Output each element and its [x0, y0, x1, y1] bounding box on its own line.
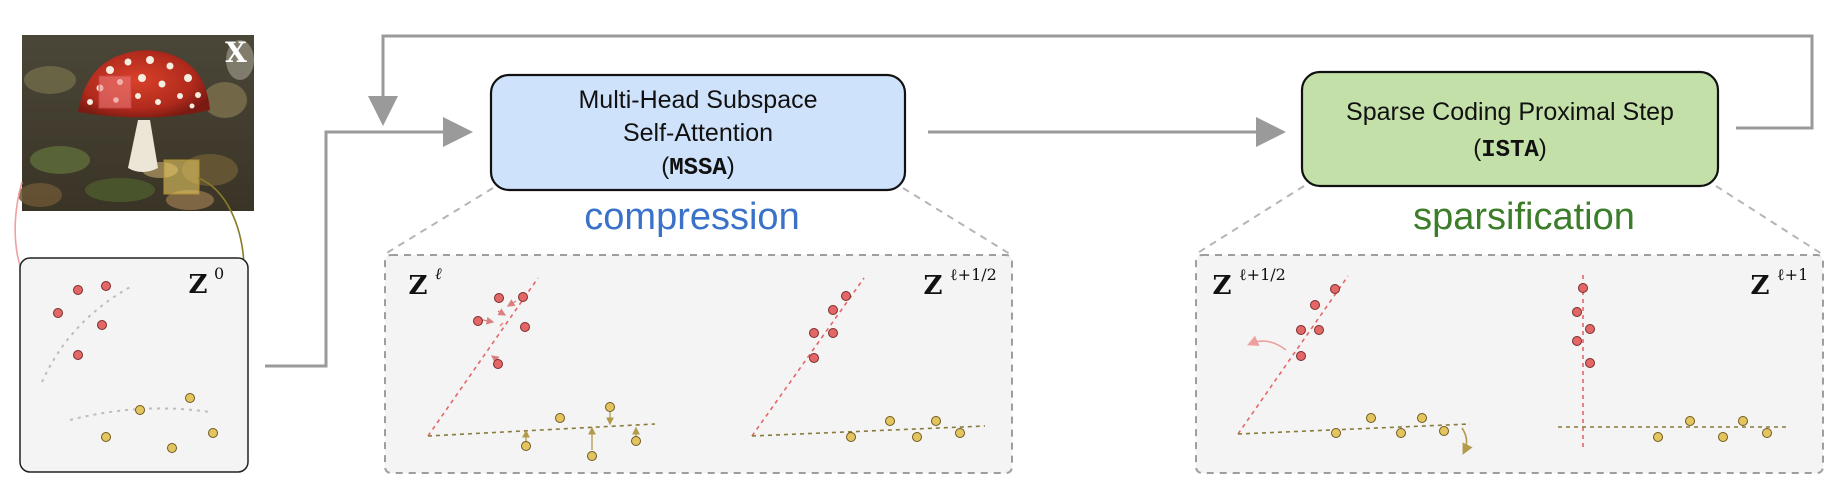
mssa-title-line2: Self-Attention: [623, 119, 773, 147]
ista-right-points: [1572, 283, 1772, 442]
yellow-patch: [163, 159, 200, 195]
ista-left-points: [1296, 284, 1449, 438]
z0-points: [53, 281, 218, 453]
mssa-right-sup: ℓ+1/2: [950, 265, 997, 284]
z0-panel: Z 0: [19, 257, 249, 473]
ista-right-label: Z: [1751, 271, 1770, 301]
ista-detail-panel: Z ℓ+1/2 Z ℓ+1: [1195, 254, 1824, 474]
ista-abbrev: (ISTA): [1473, 135, 1547, 164]
ista-left-sup: ℓ+1/2: [1239, 265, 1286, 284]
sparsification-caption: sparsification: [1413, 196, 1635, 238]
mssa-left-points: [473, 292, 641, 461]
mssa-abbrev: (MSSA): [661, 153, 735, 182]
mssa-right-label: Z: [924, 271, 943, 301]
mssa-detail-panel: Z ℓ Z ℓ+1/2: [384, 254, 1013, 474]
input-arrow: [265, 117, 473, 368]
ista-title-line1: Sparse Coding Proximal Step: [1346, 98, 1674, 126]
mssa-right-points: [809, 291, 965, 442]
ista-block[interactable]: Sparse Coding Proximal Step (ISTA): [1300, 70, 1720, 188]
mssa-block[interactable]: Multi-Head Subspace Self-Attention (MSSA…: [489, 73, 907, 192]
ista-right-sup: ℓ+1: [1777, 265, 1808, 284]
z0-superscript: 0: [214, 264, 224, 283]
mssa-left-label: Z: [409, 271, 428, 301]
red-patch: [98, 75, 132, 109]
image-label: X: [225, 36, 247, 69]
ista-left-label: Z: [1213, 271, 1232, 301]
loop-back-arrow: [368, 34, 1814, 130]
mssa-left-sup: ℓ: [435, 264, 442, 283]
mushroom-photo: X: [18, 35, 254, 211]
compression-caption: compression: [584, 196, 799, 238]
mssa-title-line1: Multi-Head Subspace: [578, 86, 817, 114]
z0-label: Z: [189, 270, 208, 300]
